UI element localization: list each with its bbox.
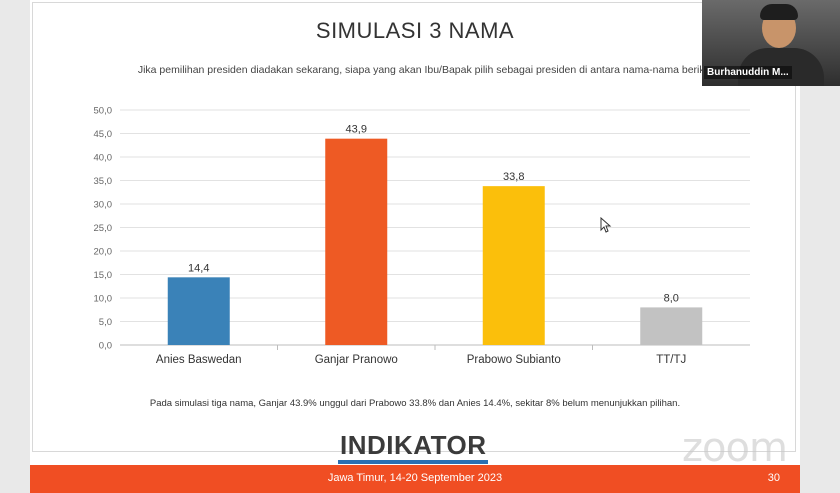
data-label: 14,4 xyxy=(188,262,209,274)
slide-footer: Jawa Timur, 14-20 September 2023 30 xyxy=(30,465,800,493)
y-tick-label: 20,0 xyxy=(94,247,113,258)
participant-video[interactable]: Burhanuddin M... xyxy=(702,0,840,86)
x-tick-label: Anies Baswedan xyxy=(156,354,242,366)
y-tick-label: 30,0 xyxy=(94,200,113,211)
data-label: 43,9 xyxy=(346,124,367,136)
y-tick-label: 0,0 xyxy=(99,341,112,352)
x-tick-label: Prabowo Subianto xyxy=(467,354,561,366)
slide-title: SIMULASI 3 NAMA xyxy=(315,18,515,43)
slide-subtitle: Jika pemilihan presiden diadakan sekaran… xyxy=(137,64,723,76)
data-label: 33,8 xyxy=(503,171,524,183)
participant-hair xyxy=(760,4,798,20)
bar xyxy=(640,307,703,345)
page-number: 30 xyxy=(767,472,780,484)
y-tick-label: 5,0 xyxy=(99,317,112,328)
bar-chart: 0,0 5,0 10,0 15,0 20,0 25,0 30,0 35,0 40,0 45,0 50… xyxy=(94,106,750,366)
y-tick-label: 50,0 xyxy=(94,106,113,117)
presentation-slide: SIMULASI 3 NAMA Jika pemilihan presiden … xyxy=(30,0,800,493)
data-label: 8,0 xyxy=(664,292,679,304)
participant-name: Burhanuddin M... xyxy=(704,66,792,79)
slide-frame xyxy=(32,2,796,452)
bar xyxy=(325,138,388,345)
footer-text: Jawa Timur, 14-20 September 2023 xyxy=(327,472,503,484)
y-tick-label: 15,0 xyxy=(94,270,113,281)
mouse-cursor-icon xyxy=(600,217,612,233)
x-tick-label: Ganjar Pranowo xyxy=(315,354,398,366)
bar xyxy=(167,277,230,345)
y-tick-label: 45,0 xyxy=(94,129,113,140)
zoom-watermark: zoom xyxy=(682,425,788,471)
y-tick-label: 40,0 xyxy=(94,153,113,164)
logo-underline xyxy=(338,460,488,464)
y-tick-label: 35,0 xyxy=(94,176,113,187)
slide-footnote: Pada simulasi tiga nama, Ganjar 43.9% un… xyxy=(149,398,681,409)
y-tick-label: 10,0 xyxy=(94,294,113,305)
indikator-logo: INDIKATOR xyxy=(340,430,487,460)
bar xyxy=(482,186,545,345)
y-tick-label: 25,0 xyxy=(94,223,113,234)
x-tick-label: TT/TJ xyxy=(656,354,686,366)
